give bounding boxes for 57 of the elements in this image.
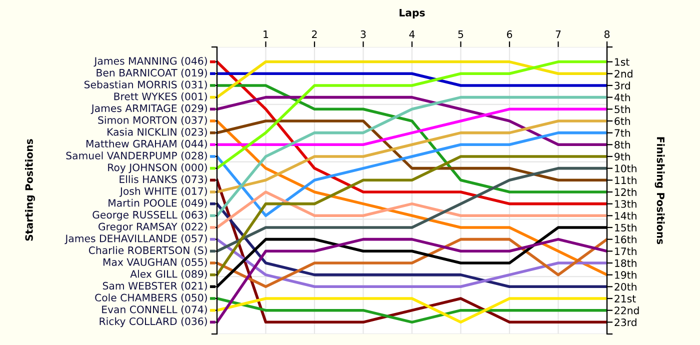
legend-label: Evan CONNELL (074) bbox=[102, 305, 207, 314]
y2-tick-label: 6th bbox=[614, 117, 630, 125]
y2-tick-label: 14th bbox=[615, 212, 636, 220]
y2-tick-label: 11th bbox=[615, 176, 636, 184]
legend-label: Charlie ROBERTSON (S) bbox=[88, 246, 207, 256]
legend-label: James ARMITAGE (029) bbox=[90, 104, 207, 114]
legend-label: Ricky COLLARD (036) bbox=[100, 317, 207, 328]
legend-label: Josh WHITE (017) bbox=[119, 187, 207, 197]
legend-label: Simon MORTON (037) bbox=[98, 116, 207, 126]
legend-label: George RUSSELL (063) bbox=[92, 210, 207, 221]
legend-label: James DEHAVILLANDE (057) bbox=[64, 234, 207, 244]
legend-label: Sam WEBSTER (021) bbox=[102, 282, 207, 291]
legend-label: Brett WYKES (001) bbox=[114, 92, 207, 102]
y2-tick-label: 9th bbox=[614, 152, 630, 160]
y2-tick-label: 3rd bbox=[614, 82, 630, 90]
legend-label: Alex GILL (089) bbox=[130, 270, 207, 279]
x-tick-label: 8 bbox=[604, 30, 610, 38]
y2-tick-label: 22nd bbox=[614, 306, 639, 314]
y2-tick-label: 17th bbox=[615, 247, 636, 256]
x-tick-label: 7 bbox=[556, 30, 561, 38]
y2-tick-label: 13th bbox=[615, 200, 636, 208]
legend-label: Martin POOLE (049) bbox=[108, 198, 207, 208]
y2-tick-label: 10th bbox=[615, 164, 636, 172]
legend-label: Ellis HANKS (073) bbox=[120, 175, 207, 184]
legend-label: Max VAUGHAN (055) bbox=[103, 258, 207, 268]
x-tick-label: 1 bbox=[264, 30, 268, 38]
x-tick-label: 5 bbox=[458, 30, 464, 38]
y2-tick-label: 8th bbox=[614, 140, 630, 149]
y2-tick-label: 12th bbox=[615, 188, 636, 196]
legend-label: James MANNING (046) bbox=[94, 56, 207, 67]
y2-tick-label: 23rd bbox=[614, 318, 636, 326]
y2-tick-label: 16th bbox=[615, 235, 636, 244]
y2-tick-label: 5th bbox=[614, 105, 630, 114]
legend-label: Ben BARNICOAT (019) bbox=[96, 68, 207, 78]
y2-tick-label: 21st bbox=[614, 294, 636, 302]
legend-label: Roy JOHNSON (000) bbox=[108, 163, 207, 174]
legend-label: Gregor RAMSAY (022) bbox=[98, 222, 207, 232]
legend-label: Samuel VANDERPUMP (028) bbox=[66, 152, 207, 161]
text: Starting Positions bbox=[25, 139, 35, 241]
y2-tick-label: 15th bbox=[615, 224, 636, 232]
y2-tick-label: 18th bbox=[615, 259, 636, 267]
y2-axis-title: Finishing Positions bbox=[654, 137, 665, 244]
y2-tick-label: 1st bbox=[615, 58, 630, 66]
y2-tick-label: 19th bbox=[615, 270, 636, 279]
legend-label: Kasia NICKLIN (023) bbox=[108, 128, 207, 137]
y2-tick-label: 2nd bbox=[614, 70, 632, 78]
x-tick-label: 4 bbox=[409, 30, 415, 38]
x-tick-label: 3 bbox=[360, 30, 366, 38]
y2-tick-label: 20th bbox=[614, 282, 636, 291]
legend-label: Cole CHAMBERS (050) bbox=[95, 294, 207, 303]
x-axis-title: Laps bbox=[400, 8, 425, 18]
x-tick-label: 2 bbox=[312, 30, 317, 38]
y2-tick-label: 7th bbox=[614, 128, 630, 137]
y2-tick-label: 4th bbox=[614, 93, 630, 102]
legend-label: Matthew GRAHAM (044) bbox=[86, 140, 207, 149]
x-tick-label: 6 bbox=[506, 30, 512, 38]
legend-label: Sebastian MORRIS (031) bbox=[84, 80, 207, 90]
